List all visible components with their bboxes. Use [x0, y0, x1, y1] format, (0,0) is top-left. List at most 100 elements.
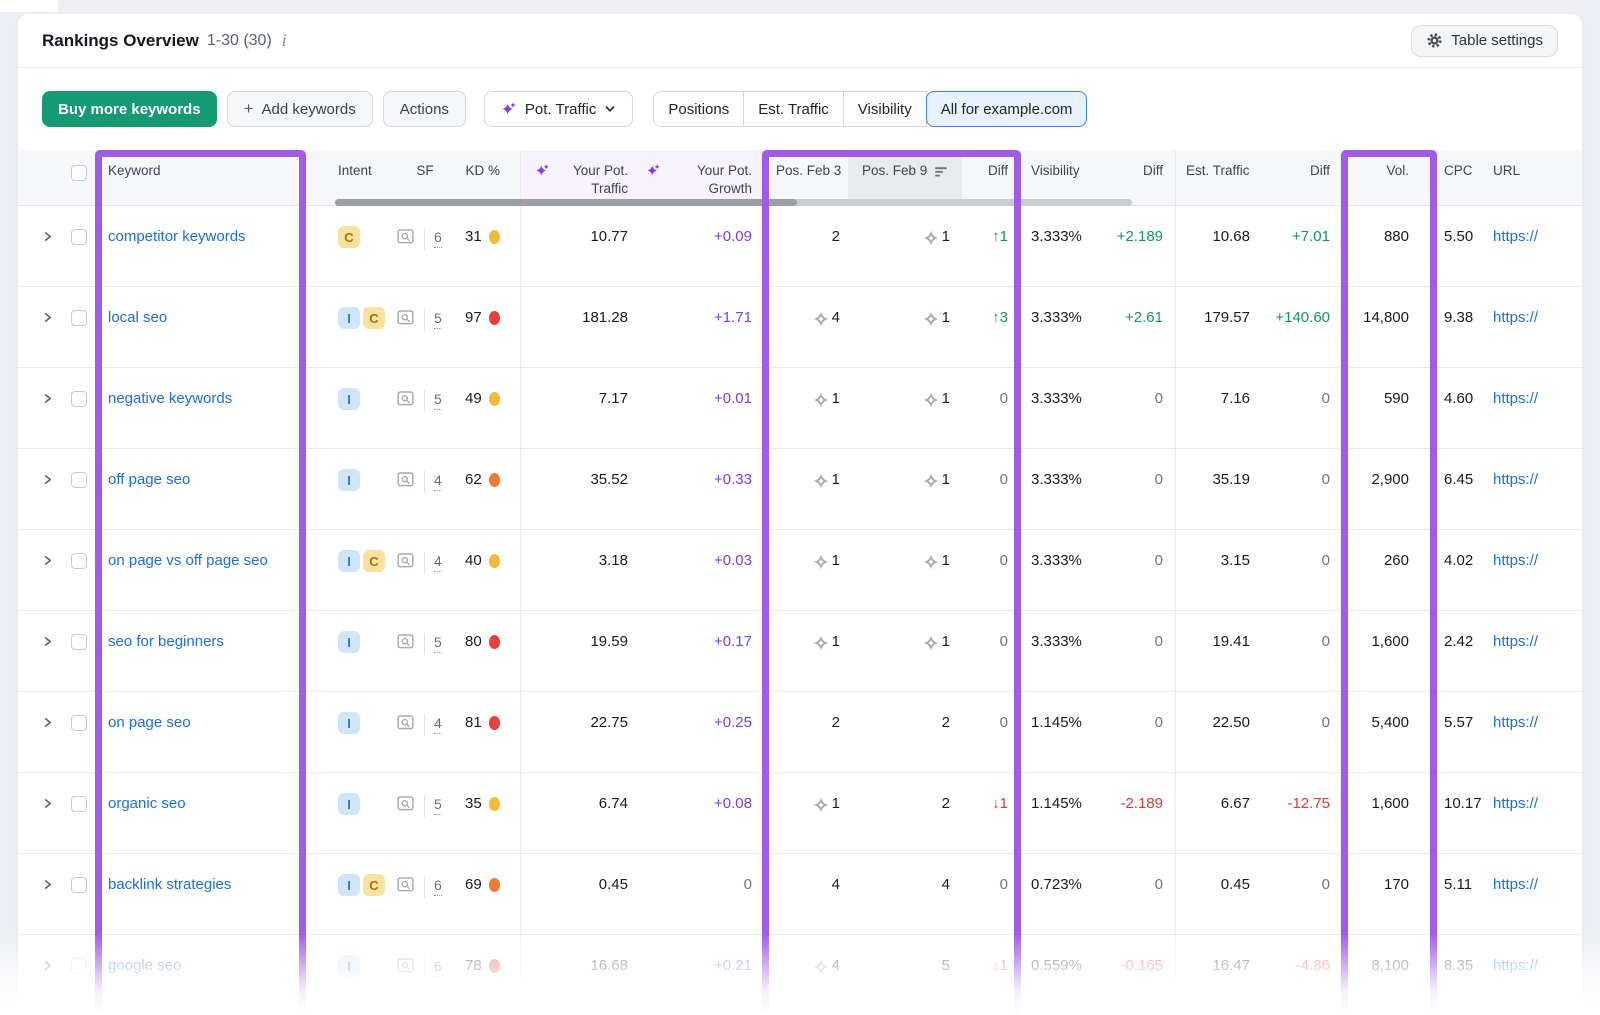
url-link[interactable]: https:// — [1493, 309, 1538, 326]
keyword-link[interactable]: on page seo — [108, 714, 191, 731]
intent-cell: IC — [305, 854, 385, 934]
metric-dropdown-button[interactable]: Pot. Traffic — [484, 91, 633, 127]
col-header-visibility[interactable]: Visibility — [1020, 150, 1105, 206]
keyword-link[interactable]: backlink strategies — [108, 876, 231, 893]
expand-row-button[interactable] — [32, 530, 62, 610]
select-all-checkbox[interactable] — [71, 165, 87, 181]
serp-features-icon[interactable] — [397, 877, 414, 892]
row-checkbox[interactable] — [71, 877, 87, 893]
serp-features-icon[interactable] — [397, 796, 414, 811]
expand-row-button[interactable] — [32, 368, 62, 448]
row-checkbox[interactable] — [71, 391, 87, 407]
keyword-link[interactable]: organic seo — [108, 795, 186, 812]
add-keywords-button[interactable]: + Add keywords — [227, 91, 373, 127]
url-link[interactable]: https:// — [1493, 228, 1538, 245]
url-link[interactable]: https:// — [1493, 957, 1538, 974]
table-settings-button[interactable]: Table settings — [1411, 25, 1558, 57]
sf-count: 6 — [434, 877, 442, 896]
col-header-pos-feb3[interactable]: Pos. Feb 3 — [762, 150, 848, 206]
serp-features-icon[interactable] — [397, 958, 414, 973]
est-traffic-diff-value: 0 — [1262, 368, 1340, 448]
expand-row-button[interactable] — [32, 611, 62, 691]
col-header-pos-diff[interactable]: Diff — [962, 150, 1020, 206]
url-link[interactable]: https:// — [1493, 714, 1538, 731]
keyword-link[interactable]: off page seo — [108, 471, 190, 488]
col-header-kd[interactable]: KD % — [465, 150, 520, 206]
serp-features-icon[interactable] — [397, 229, 414, 244]
serp-features-icon[interactable] — [397, 391, 414, 406]
col-header-pot-growth[interactable]: Your Pot. Growth — [632, 150, 762, 206]
keyword-link[interactable]: seo for beginners — [108, 633, 224, 650]
pos-feb9-value: 4 — [848, 854, 962, 934]
est-traffic-diff-value: +7.01 — [1262, 206, 1340, 286]
row-checkbox[interactable] — [71, 553, 87, 569]
col-header-pot-traffic[interactable]: Your Pot. Traffic — [520, 150, 632, 206]
visibility-diff-value: 0 — [1105, 611, 1175, 691]
col-header-sf[interactable]: SF — [385, 150, 465, 206]
keyword-link[interactable]: negative keywords — [108, 390, 232, 407]
row-checkbox[interactable] — [71, 634, 87, 650]
keyword-link[interactable]: competitor keywords — [108, 228, 246, 245]
pot-traffic-value: 6.74 — [520, 773, 632, 853]
keyword-link[interactable]: local seo — [108, 309, 167, 326]
intent-badge-I: I — [338, 388, 360, 410]
segment-positions[interactable]: Positions — [653, 91, 744, 127]
keyword-link[interactable]: on page vs off page seo — [108, 552, 268, 569]
buy-more-keywords-button[interactable]: Buy more keywords — [42, 91, 217, 127]
serp-features-icon[interactable] — [397, 715, 414, 730]
segment-est-traffic[interactable]: Est. Traffic — [744, 91, 844, 127]
cpc-value: 2.42 — [1437, 611, 1487, 691]
actions-button[interactable]: Actions — [383, 91, 466, 127]
segment-all-for-domain[interactable]: All for example.com — [926, 91, 1088, 127]
row-checkbox[interactable] — [71, 958, 87, 974]
row-checkbox[interactable] — [71, 715, 87, 731]
expand-row-button[interactable] — [32, 935, 62, 1015]
row-checkbox[interactable] — [71, 472, 87, 488]
row-checkbox[interactable] — [71, 796, 87, 812]
visibility-diff-value: +2.61 — [1105, 287, 1175, 367]
expand-row-button[interactable] — [32, 206, 62, 286]
info-icon[interactable]: i — [282, 31, 287, 50]
serp-features-icon[interactable] — [397, 310, 414, 325]
col-header-url[interactable]: URL — [1487, 150, 1567, 206]
table-row: off page seoI46235.52+0.331103.333%035.1… — [18, 449, 1582, 530]
row-checkbox[interactable] — [71, 229, 87, 245]
url-link[interactable]: https:// — [1493, 876, 1538, 893]
serp-features-icon[interactable] — [397, 472, 414, 487]
expand-row-button[interactable] — [32, 692, 62, 772]
table-row: backlink strategiesIC6690.4504400.723%00… — [18, 854, 1582, 935]
pos-feb9-value: 1 — [848, 611, 962, 691]
url-link[interactable]: https:// — [1493, 390, 1538, 407]
url-link[interactable]: https:// — [1493, 795, 1538, 812]
serp-features-icon[interactable] — [397, 553, 414, 568]
sf-count: 5 — [434, 796, 442, 815]
intent-cell: C — [305, 206, 385, 286]
horizontal-scrollbar[interactable] — [335, 199, 1132, 206]
col-header-intent[interactable]: Intent — [305, 150, 385, 206]
col-header-est-traffic-diff[interactable]: Diff — [1262, 150, 1340, 206]
keyword-link[interactable]: google seo — [108, 957, 181, 974]
col-header-volume[interactable]: Vol. — [1340, 150, 1437, 206]
col-header-est-traffic[interactable]: Est. Traffic — [1175, 150, 1262, 206]
page-background-strip — [0, 0, 58, 12]
col-header-keyword[interactable]: Keyword — [96, 150, 305, 206]
scrollbar-thumb[interactable] — [335, 199, 797, 206]
expand-row-button[interactable] — [32, 449, 62, 529]
expand-row-button[interactable] — [32, 773, 62, 853]
cpc-value: 5.57 — [1437, 692, 1487, 772]
col-header-pos-feb9[interactable]: Pos. Feb 9 — [848, 150, 962, 206]
serp-features-icon[interactable] — [397, 634, 414, 649]
est-traffic-value: 0.45 — [1175, 854, 1262, 934]
url-link[interactable]: https:// — [1493, 552, 1538, 569]
kd-difficulty-dot — [489, 878, 500, 892]
url-link[interactable]: https:// — [1493, 471, 1538, 488]
url-link[interactable]: https:// — [1493, 633, 1538, 650]
col-header-cpc[interactable]: CPC — [1437, 150, 1487, 206]
segment-visibility[interactable]: Visibility — [844, 91, 927, 127]
expand-row-button[interactable] — [32, 854, 62, 934]
pos-diff-value: ↑3 — [962, 287, 1020, 367]
row-checkbox[interactable] — [71, 310, 87, 326]
col-header-visibility-diff[interactable]: Diff — [1105, 150, 1175, 206]
expand-row-button[interactable] — [32, 287, 62, 367]
est-traffic-value: 6.67 — [1175, 773, 1262, 853]
